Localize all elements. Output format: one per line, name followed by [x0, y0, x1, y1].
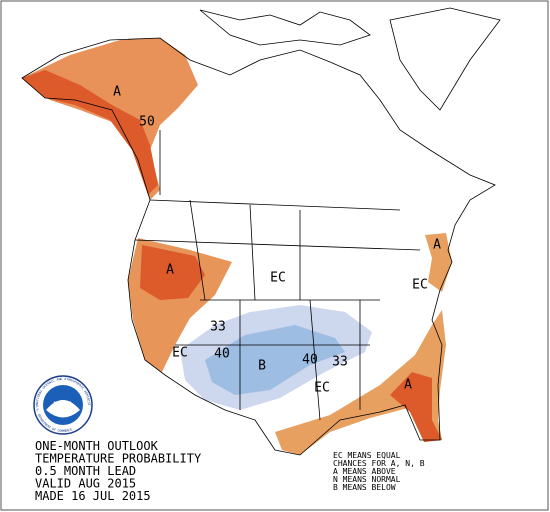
- map-label: A: [433, 238, 441, 253]
- outlook-caption: 0.5 MONTH LEAD: [35, 464, 136, 478]
- map-label: B: [258, 359, 266, 374]
- map-label: 40: [214, 347, 230, 362]
- outlook-caption: TEMPERATURE PROBABILITY: [35, 452, 202, 466]
- map-label: A: [404, 378, 412, 393]
- legend-note: N MEANS NORMAL: [333, 475, 401, 484]
- legend-note: EC MEANS EQUAL: [333, 451, 401, 460]
- map-label: A: [166, 263, 174, 278]
- borders: [134, 130, 421, 421]
- map-label: 50: [139, 115, 155, 130]
- legend-note: CHANCES FOR A, N, B: [333, 459, 425, 468]
- outlook-caption: VALID AUG 2015: [35, 477, 136, 491]
- map-label: EC: [172, 346, 188, 361]
- outlook-caption: ONE-MONTH OUTLOOK: [35, 439, 159, 453]
- map-label: EC: [412, 278, 428, 293]
- coastline: [21, 37, 496, 456]
- map-label: 33: [332, 355, 348, 370]
- map-label: 33: [210, 320, 226, 335]
- outlook-caption: MADE 16 JUL 2015: [35, 489, 151, 503]
- map-label: A: [113, 85, 121, 100]
- logo-bird: [46, 400, 80, 418]
- greenland: [389, 7, 501, 111]
- arctic-islands: [199, 9, 371, 46]
- map-label: EC: [270, 271, 286, 286]
- above-region-strong: [390, 372, 442, 442]
- map-label: 40: [302, 353, 318, 368]
- legend-note: B MEANS BELOW: [333, 483, 396, 492]
- legend-note: A MEANS ABOVE: [333, 467, 396, 476]
- map-label: EC: [314, 381, 330, 396]
- logo-name: NOAA: [53, 401, 72, 410]
- above-region-strong: [140, 245, 205, 300]
